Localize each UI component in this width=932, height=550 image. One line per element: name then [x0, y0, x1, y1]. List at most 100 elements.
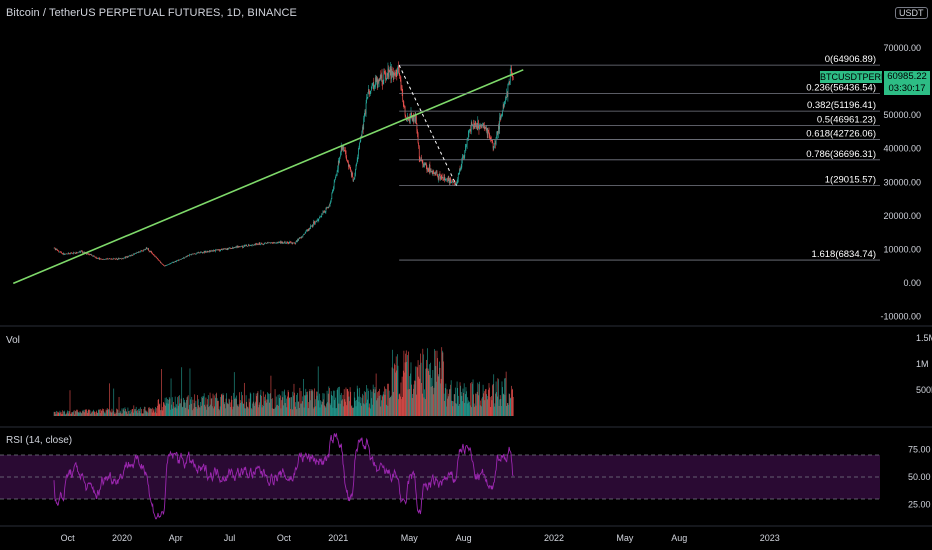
volume-bar: [260, 389, 262, 416]
candle-body: [57, 250, 59, 252]
volume-bar: [219, 406, 221, 416]
candle-body: [501, 115, 502, 117]
volume-bar: [236, 404, 238, 416]
candle-body: [298, 237, 300, 239]
volume-bar: [352, 408, 353, 416]
candle-body: [69, 253, 70, 255]
candle-body: [485, 128, 487, 131]
volume-bar: [493, 406, 495, 416]
volume-bar: [408, 376, 410, 416]
candle-body: [379, 78, 381, 80]
volume-bar: [203, 393, 205, 416]
volume-bar: [419, 378, 421, 416]
volume-bar: [258, 407, 259, 416]
volume-bar: [174, 407, 175, 416]
volume-bar: [153, 408, 155, 416]
candle-body: [378, 79, 379, 83]
candle-body: [148, 250, 150, 252]
candle-body: [394, 73, 395, 75]
candle-body: [417, 130, 418, 134]
volume-bar: [496, 396, 498, 416]
candle-body: [388, 70, 390, 78]
candle-body: [398, 66, 399, 68]
candle-body: [200, 251, 202, 253]
candle-body: [354, 175, 356, 178]
candle-body: [448, 176, 450, 181]
candle-body: [248, 244, 250, 246]
candle-body: [333, 186, 334, 191]
candle-body: [80, 251, 81, 253]
candle-body: [336, 171, 338, 175]
candle-body: [200, 251, 201, 253]
volume-bar: [454, 394, 456, 416]
candle-body: [66, 253, 67, 255]
volume-bar: [97, 412, 99, 416]
volume-bar: [465, 387, 467, 416]
candle-body: [108, 258, 110, 260]
candle-body: [441, 177, 443, 178]
volume-bar: [440, 383, 441, 416]
candle-body: [201, 252, 203, 253]
volume-bar: [109, 383, 110, 416]
volume-bar: [500, 399, 502, 416]
candle-body: [498, 125, 499, 134]
candle-body: [412, 115, 414, 120]
candle-body: [440, 176, 442, 178]
candle-body: [71, 253, 73, 254]
price-axis-tick-label: 50000.00: [883, 110, 921, 120]
volume-bar: [331, 394, 333, 416]
volume-bar: [134, 408, 135, 416]
candle-body: [114, 258, 116, 260]
volume-bar: [114, 412, 116, 416]
volume-bar: [456, 404, 457, 416]
volume-bar: [435, 366, 437, 416]
volume-bar: [463, 392, 464, 416]
candle-body: [403, 104, 405, 106]
volume-bar: [345, 387, 347, 416]
volume-bar: [327, 393, 329, 416]
candle-body: [281, 242, 283, 244]
candle-body: [397, 73, 398, 75]
currency-unit-badge[interactable]: USDT: [895, 7, 928, 19]
candle-body: [224, 248, 226, 250]
volume-bar: [353, 407, 355, 416]
volume-bar: [190, 403, 192, 416]
volume-bar: [330, 405, 331, 416]
volume-bar: [132, 412, 134, 416]
candle-body: [280, 241, 281, 243]
candle-body: [208, 251, 210, 253]
candle-body: [434, 172, 436, 174]
candle-body: [281, 241, 282, 244]
volume-bar: [347, 389, 349, 416]
volume-bar: [93, 409, 94, 416]
candle-body: [124, 257, 125, 259]
candle-body: [165, 265, 167, 266]
candle-body: [214, 250, 216, 252]
volume-bar: [176, 404, 177, 416]
candle-body: [264, 243, 265, 244]
volume-bar: [141, 413, 143, 416]
volume-bar: [75, 410, 77, 416]
candle-body: [374, 85, 376, 87]
volume-bar: [332, 407, 334, 416]
candle-body: [353, 179, 355, 181]
candle-body: [225, 248, 226, 250]
volume-bar: [222, 393, 224, 416]
candle-body: [381, 74, 382, 79]
candle-body: [239, 246, 241, 248]
volume-bar: [308, 402, 310, 416]
candle-body: [323, 211, 325, 213]
volume-bar: [506, 405, 508, 416]
volume-bar: [381, 400, 382, 416]
candle-body: [417, 133, 419, 143]
candle-body: [458, 174, 460, 175]
volume-bar: [324, 406, 326, 416]
candle-body: [102, 259, 104, 260]
candle-body: [327, 207, 329, 208]
candle-body: [368, 89, 369, 94]
volume-bar: [77, 409, 79, 416]
volume-bar: [102, 408, 103, 416]
volume-bar: [386, 404, 388, 416]
candle-body: [377, 79, 379, 88]
volume-bar: [503, 394, 505, 416]
